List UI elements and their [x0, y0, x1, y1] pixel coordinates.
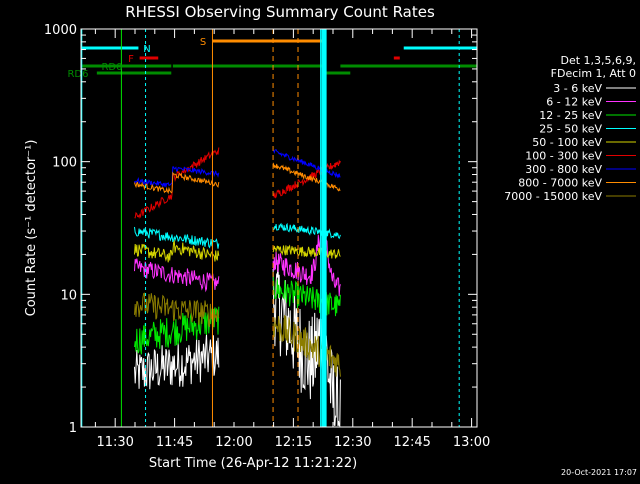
series-line: [134, 306, 220, 355]
flag-bars: [81, 39, 477, 75]
plot-frame: [80, 28, 478, 428]
x-tick-label: 12:15: [275, 435, 312, 450]
flag-bar: [81, 64, 172, 68]
flag-label-s: S: [200, 37, 206, 48]
series-line: [134, 171, 220, 195]
flag-bar: [212, 39, 326, 43]
legend-header: Det 1,3,5,6,9,: [560, 54, 636, 67]
x-tick-label: 11:45: [156, 435, 193, 450]
legend-label: 100 - 300 keV: [525, 150, 602, 163]
legend-label: 6 - 12 keV: [546, 96, 602, 109]
series-line: [134, 226, 220, 249]
legend-label: 7000 - 15000 keV: [504, 190, 602, 203]
flag-labels: NF S RD0 RD6: [67, 37, 206, 80]
chart-title: RHESSI Observing Summary Count Rates: [125, 3, 435, 21]
flag-bar: [325, 71, 351, 75]
y-tick-label: 1000: [44, 23, 77, 38]
series-curves: [134, 147, 341, 427]
flag-label-rd0: RD0: [101, 62, 122, 73]
x-tick-label: 12:30: [334, 435, 371, 450]
y-tick-label: 100: [52, 156, 77, 171]
x-tick-label: 13:00: [453, 435, 490, 450]
y-axis-label: Count Rate (s⁻¹ detector⁻¹): [24, 140, 39, 317]
series-line: [272, 222, 341, 240]
series-line: [134, 166, 220, 188]
flag-label-f: F: [128, 54, 134, 65]
flag-bar: [403, 46, 477, 50]
legend-label: 800 - 7000 keV: [518, 177, 602, 190]
flag-bar: [172, 64, 326, 68]
series-line: [134, 258, 220, 293]
series-line: [272, 159, 341, 199]
series-line: [272, 315, 341, 377]
x-axis-label: Start Time (26-Apr-12 11:21:22): [149, 456, 357, 471]
x-tick-label: 11:30: [96, 435, 133, 450]
series-line: [272, 244, 341, 259]
flag-label-rd6: RD6: [67, 69, 88, 80]
y-tick-label: 1: [69, 421, 77, 436]
time-markers: [81, 29, 460, 427]
series-line: [134, 333, 220, 390]
legend: Det 1,3,5,6,9,FDecim 1, Att 0 3 - 6 keV6 …: [504, 54, 636, 203]
legend-header: FDecim 1, Att 0: [551, 67, 636, 80]
series-line: [272, 230, 341, 297]
legend-label: 12 - 25 keV: [539, 109, 602, 122]
series-line: [272, 275, 341, 317]
series-line: [272, 162, 341, 192]
flag-bar: [340, 64, 477, 68]
y-axis: 1 10 100 1000: [44, 23, 477, 436]
legend-label: 50 - 100 keV: [532, 136, 602, 149]
flag-bar: [81, 46, 139, 50]
series-line: [134, 239, 220, 263]
legend-label: 3 - 6 keV: [553, 82, 602, 95]
flag-bar: [96, 71, 172, 75]
x-tick-label: 12:45: [393, 435, 430, 450]
flag-label-n: N: [143, 44, 150, 55]
flag-bar: [393, 56, 400, 60]
x-axis: 11:30 11:45 12:00 12:15 12:30 12:45 13:00: [94, 29, 490, 450]
legend-label: 25 - 50 keV: [539, 123, 602, 136]
series-line: [272, 149, 341, 179]
series-line: [134, 292, 220, 328]
legend-label: 300 - 800 keV: [525, 163, 602, 176]
timestamp: 20-Oct-2021 17:07: [561, 468, 637, 477]
flag-bar: [139, 56, 159, 60]
y-tick-label: 10: [60, 288, 77, 303]
x-tick-label: 12:00: [215, 435, 252, 450]
